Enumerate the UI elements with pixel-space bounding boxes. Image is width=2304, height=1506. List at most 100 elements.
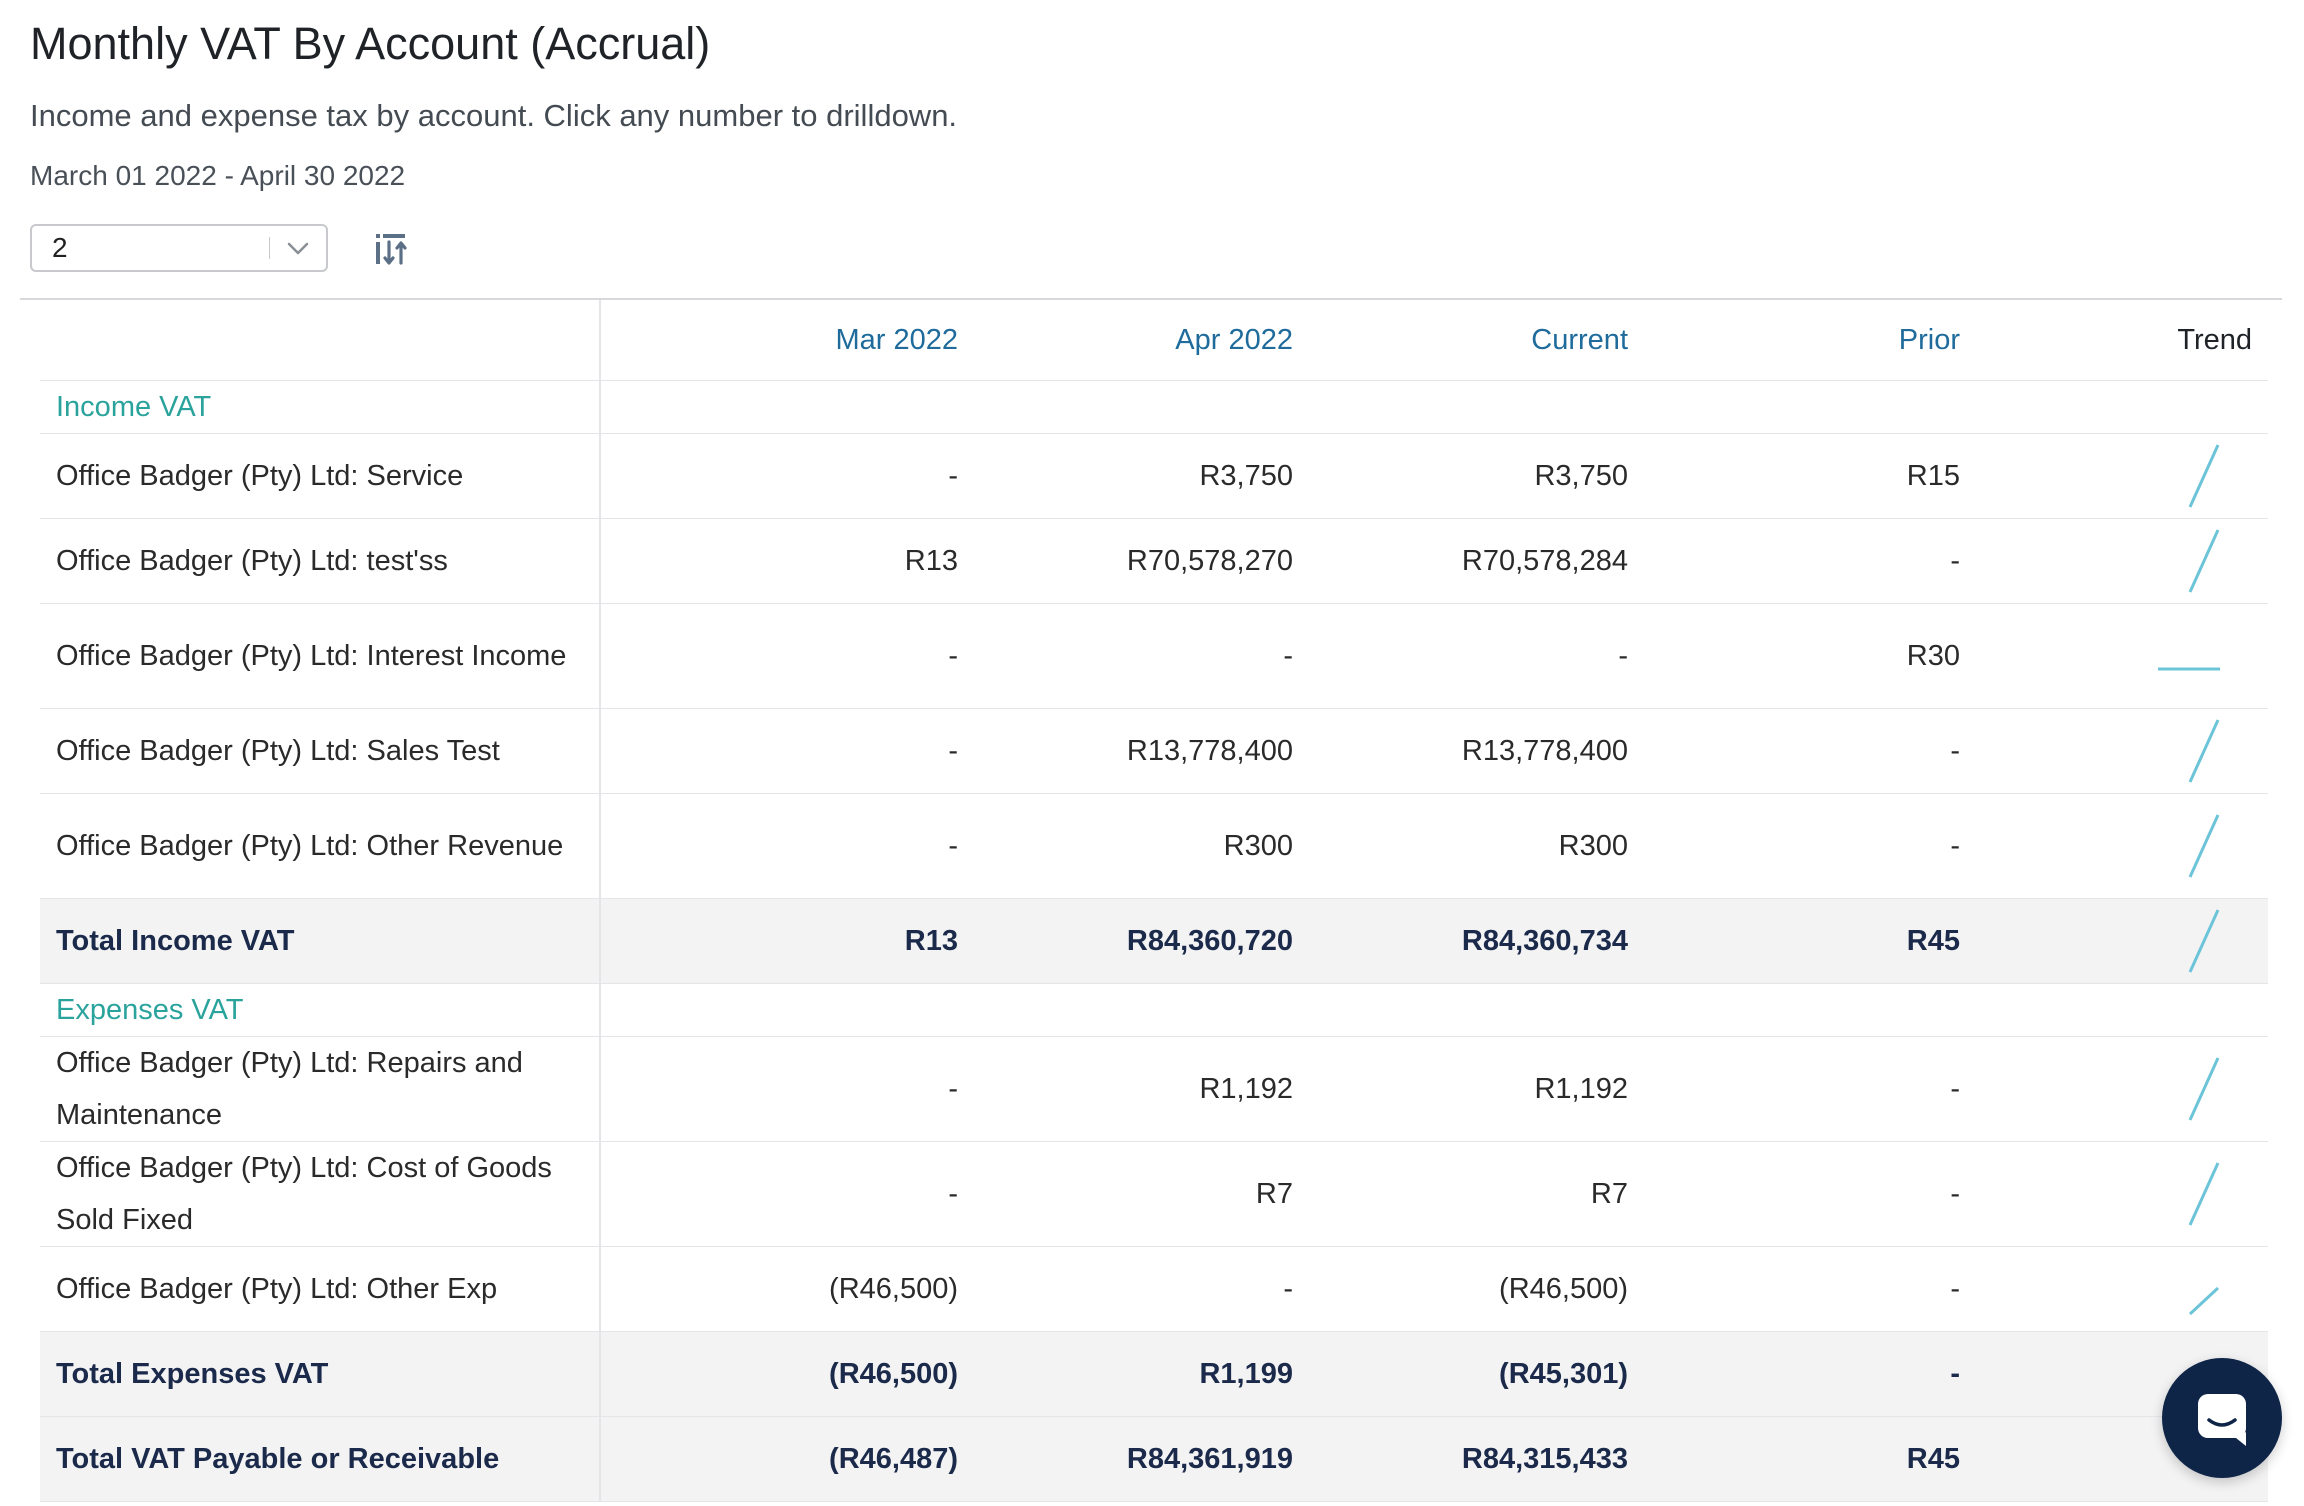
cell-mar[interactable]: - bbox=[600, 1141, 958, 1247]
cell-mar[interactable]: - bbox=[600, 1036, 958, 1142]
header-prior[interactable]: Prior bbox=[1628, 300, 1960, 381]
chevron-down-icon bbox=[287, 242, 309, 255]
header-account bbox=[40, 300, 601, 381]
cell-mar[interactable]: (R46,500) bbox=[600, 1331, 958, 1417]
header-row: Mar 2022 Apr 2022 Current Prior Trend bbox=[40, 300, 2268, 381]
header-current[interactable]: Current bbox=[1293, 300, 1628, 381]
cell-apr[interactable]: R3,750 bbox=[958, 433, 1293, 519]
cell-apr[interactable]: - bbox=[958, 1246, 1293, 1332]
cell-apr[interactable]: R70,578,270 bbox=[958, 518, 1293, 604]
sort-swap-icon[interactable] bbox=[372, 228, 412, 268]
table-row: Office Badger (Pty) Ltd: test'ss R13 R70… bbox=[40, 518, 2268, 604]
cell-current[interactable]: R300 bbox=[1293, 793, 1628, 899]
cell-apr[interactable]: R13,778,400 bbox=[958, 708, 1293, 794]
vat-report-table: Mar 2022 Apr 2022 Current Prior Trend In… bbox=[40, 300, 2268, 1502]
cell-mar[interactable]: R13 bbox=[600, 518, 958, 604]
trend-cell bbox=[1960, 1246, 2268, 1332]
table-row: Office Badger (Pty) Ltd: Interest Income… bbox=[40, 603, 2268, 709]
cell-mar[interactable]: R13 bbox=[600, 898, 958, 984]
table-row: Office Badger (Pty) Ltd: Other Exp (R46,… bbox=[40, 1246, 2268, 1332]
trend-cell bbox=[1960, 898, 2268, 984]
trend-cell bbox=[1960, 1036, 2268, 1142]
trend-cell bbox=[1960, 603, 2268, 709]
trend-sparkline bbox=[2188, 909, 2220, 973]
cell-prior[interactable]: R30 bbox=[1628, 603, 1960, 709]
cell-mar[interactable]: - bbox=[600, 793, 958, 899]
account-name: Office Badger (Pty) Ltd: Cost of Goods S… bbox=[40, 1141, 601, 1247]
cell-apr[interactable]: R7 bbox=[958, 1141, 1293, 1247]
total-label: Total Income VAT bbox=[40, 898, 601, 984]
cell-prior[interactable]: - bbox=[1628, 518, 1960, 604]
account-name: Office Badger (Pty) Ltd: Interest Income bbox=[40, 603, 601, 709]
total-label: Total VAT Payable or Receivable bbox=[40, 1416, 601, 1502]
cell-apr[interactable]: R84,361,919 bbox=[958, 1416, 1293, 1502]
trend-cell bbox=[1960, 518, 2268, 604]
total-expenses-row: Total Expenses VAT (R46,500) R1,199 (R45… bbox=[40, 1331, 2268, 1417]
section-income-vat: Income VAT bbox=[40, 380, 2268, 434]
cell-current[interactable]: (R46,500) bbox=[1293, 1246, 1628, 1332]
account-name: Office Badger (Pty) Ltd: Sales Test bbox=[40, 708, 601, 794]
header-trend: Trend bbox=[1960, 300, 2268, 381]
header-apr-2022[interactable]: Apr 2022 bbox=[958, 300, 1293, 381]
cell-prior[interactable]: - bbox=[1628, 1141, 1960, 1247]
cell-prior[interactable]: R45 bbox=[1628, 898, 1960, 984]
table-row: Office Badger (Pty) Ltd: Repairs and Mai… bbox=[40, 1036, 2268, 1142]
cell-apr[interactable]: - bbox=[958, 603, 1293, 709]
trend-cell bbox=[1960, 793, 2268, 899]
cell-prior[interactable]: R15 bbox=[1628, 433, 1960, 519]
total-income-row: Total Income VAT R13 R84,360,720 R84,360… bbox=[40, 898, 2268, 984]
table-row: Office Badger (Pty) Ltd: Other Revenue -… bbox=[40, 793, 2268, 899]
cell-current[interactable]: R84,315,433 bbox=[1293, 1416, 1628, 1502]
cell-current[interactable]: R1,192 bbox=[1293, 1036, 1628, 1142]
cell-mar[interactable]: - bbox=[600, 708, 958, 794]
period-select-value: 2 bbox=[52, 232, 68, 263]
cell-mar[interactable]: (R46,500) bbox=[600, 1246, 958, 1332]
trend-sparkline bbox=[2188, 444, 2220, 508]
cell-mar[interactable]: - bbox=[600, 433, 958, 519]
page-title: Monthly VAT By Account (Accrual) bbox=[30, 18, 711, 69]
account-name: Office Badger (Pty) Ltd: Other Revenue bbox=[40, 793, 601, 899]
trend-sparkline bbox=[2158, 667, 2220, 671]
section-label: Income VAT bbox=[40, 380, 601, 434]
cell-current[interactable]: - bbox=[1293, 603, 1628, 709]
cell-current[interactable]: R84,360,734 bbox=[1293, 898, 1628, 984]
trend-cell bbox=[1960, 433, 2268, 519]
total-label: Total Expenses VAT bbox=[40, 1331, 601, 1417]
trend-sparkline bbox=[2188, 1162, 2220, 1226]
cell-apr[interactable]: R300 bbox=[958, 793, 1293, 899]
cell-apr[interactable]: R84,360,720 bbox=[958, 898, 1293, 984]
cell-current[interactable]: R7 bbox=[1293, 1141, 1628, 1247]
cell-prior[interactable]: - bbox=[1628, 1246, 1960, 1332]
cell-current[interactable]: R13,778,400 bbox=[1293, 708, 1628, 794]
cell-mar[interactable]: - bbox=[600, 603, 958, 709]
chat-launcher-button[interactable] bbox=[2162, 1358, 2282, 1478]
cell-apr[interactable]: R1,192 bbox=[958, 1036, 1293, 1142]
cell-mar[interactable]: (R46,487) bbox=[600, 1416, 958, 1502]
header-mar-2022[interactable]: Mar 2022 bbox=[600, 300, 958, 381]
cell-apr[interactable]: R1,199 bbox=[958, 1331, 1293, 1417]
trend-cell bbox=[1960, 1141, 2268, 1247]
trend-sparkline bbox=[2188, 719, 2220, 783]
cell-current[interactable]: (R45,301) bbox=[1293, 1331, 1628, 1417]
cell-prior[interactable]: R45 bbox=[1628, 1416, 1960, 1502]
period-select[interactable]: 2 bbox=[30, 224, 328, 272]
cell-current[interactable]: R3,750 bbox=[1293, 433, 1628, 519]
grand-total-row: Total VAT Payable or Receivable (R46,487… bbox=[40, 1416, 2268, 1502]
trend-sparkline bbox=[2188, 529, 2220, 593]
table-row: Office Badger (Pty) Ltd: Sales Test - R1… bbox=[40, 708, 2268, 794]
cell-current[interactable]: R70,578,284 bbox=[1293, 518, 1628, 604]
cell-prior[interactable]: - bbox=[1628, 708, 1960, 794]
trend-sparkline bbox=[2188, 1057, 2220, 1121]
select-divider bbox=[269, 237, 270, 259]
cell-prior[interactable]: - bbox=[1628, 1036, 1960, 1142]
account-name: Office Badger (Pty) Ltd: Service bbox=[40, 433, 601, 519]
trend-sparkline bbox=[2188, 1286, 2220, 1316]
chat-bubble-icon bbox=[2198, 1394, 2246, 1446]
account-name: Office Badger (Pty) Ltd: Repairs and Mai… bbox=[40, 1036, 601, 1142]
trend-sparkline bbox=[2188, 814, 2220, 878]
cell-prior[interactable]: - bbox=[1628, 1331, 1960, 1417]
trend-cell bbox=[1960, 708, 2268, 794]
cell-prior[interactable]: - bbox=[1628, 793, 1960, 899]
section-expenses-vat: Expenses VAT bbox=[40, 983, 2268, 1037]
